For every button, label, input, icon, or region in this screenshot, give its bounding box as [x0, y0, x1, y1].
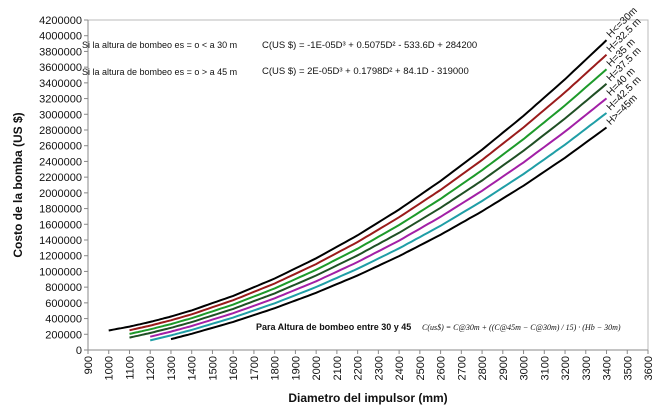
y-tick-label: 2400000	[39, 156, 82, 168]
y-tick-label: 3000000	[39, 109, 82, 121]
plot-area	[87, 19, 649, 351]
series-line	[149, 97, 608, 338]
x-tick-label: 3000	[519, 356, 531, 380]
x-tick-label: 1200	[145, 356, 157, 380]
x-tick-label: 3200	[560, 356, 572, 380]
x-tick-label: 2500	[415, 356, 427, 380]
y-tick-label: 4000000	[39, 31, 82, 43]
series-line	[149, 112, 608, 342]
x-tick-label: 1100	[124, 356, 136, 380]
y-tick-label: 1800000	[39, 204, 82, 216]
y-tick-label: 2800000	[39, 125, 82, 137]
y-tick-label: 200000	[45, 329, 82, 341]
series-line	[129, 68, 608, 335]
x-tick-label: 1800	[270, 356, 282, 380]
x-tick-label: 2800	[477, 356, 489, 380]
y-tick-label: 0	[76, 345, 82, 357]
x-tick-label: 2100	[332, 356, 344, 380]
annotation-between-label: Para Altura de bombeo entre 30 y 45	[256, 322, 411, 332]
x-tick-label: 1000	[104, 356, 116, 380]
y-tick-label: 1000000	[39, 266, 82, 278]
x-tick-label: 3300	[581, 356, 593, 380]
y-tick-label: 4200000	[39, 15, 82, 27]
y-tick-label: 3800000	[39, 46, 82, 58]
y-tick-label: 800000	[45, 282, 82, 294]
annotation-eq-high: C(US $) = 2E-05D³ + 0.1798D² + 84.1D - 3…	[262, 66, 469, 77]
series-lines	[108, 39, 608, 342]
x-tick-label: 3600	[643, 356, 655, 380]
x-tick-label: 2900	[498, 356, 510, 380]
x-tick-label: 2200	[353, 356, 365, 380]
y-tick-label: 2200000	[39, 172, 82, 184]
x-tick-label: 1300	[166, 356, 178, 380]
series-line	[108, 39, 608, 332]
x-tick-label: 3400	[602, 356, 614, 380]
x-tick-label: 3500	[622, 356, 634, 380]
x-tick-label: 2700	[456, 356, 468, 380]
y-axis: 0 200000 400000 600000 800000 1000000 1200000 1…	[39, 15, 89, 357]
y-tick-label: 3400000	[39, 78, 82, 90]
x-axis-title: Diametro del impulsor (mm)	[288, 391, 447, 405]
y-tick-label: 1400000	[39, 235, 82, 247]
y-tick-label: 1200000	[39, 251, 82, 263]
x-tick-label: 2600	[436, 356, 448, 380]
x-tick-label: 1600	[228, 356, 240, 380]
x-tick-label: 2400	[394, 356, 406, 380]
y-tick-label: 3600000	[39, 62, 82, 74]
x-axis: 900 1000 1100 1200 1300 1400 1500 1600 1700 1800 1…	[83, 349, 655, 380]
x-tick-label: 1900	[290, 356, 302, 380]
series-line	[129, 53, 608, 332]
y-tick-label: 2000000	[39, 188, 82, 200]
x-tick-label: 2300	[373, 356, 385, 380]
series-line	[129, 83, 608, 339]
x-tick-label: 3100	[539, 356, 551, 380]
x-tick-label: 1500	[207, 356, 219, 380]
y-tick-label: 1600000	[39, 219, 82, 231]
annotation-cond-low: Si la altura de bombeo es = o < a 30 m	[82, 40, 237, 50]
annotation-cond-high: Si la altura de bombeo es = o > a 45 m	[82, 67, 237, 77]
y-tick-label: 400000	[45, 314, 82, 326]
x-tick-label: 900	[83, 356, 95, 374]
x-tick-label: 1700	[249, 356, 261, 380]
y-tick-label: 600000	[45, 298, 82, 310]
annotation-between-eq: C(us$) = C@30m + ((C@45m − C@30m) / 15) …	[422, 323, 621, 332]
y-tick-label: 2600000	[39, 141, 82, 153]
y-tick-label: 3200000	[39, 94, 82, 106]
annotation-eq-low: C(US $) = -1E-05D³ + 0.5075D² - 533.6D +…	[262, 40, 477, 51]
y-axis-title: Costo de la bomba (US $)	[11, 112, 25, 257]
series-line	[170, 126, 608, 341]
x-tick-label: 2000	[311, 356, 323, 380]
x-tick-label: 1400	[187, 356, 199, 380]
